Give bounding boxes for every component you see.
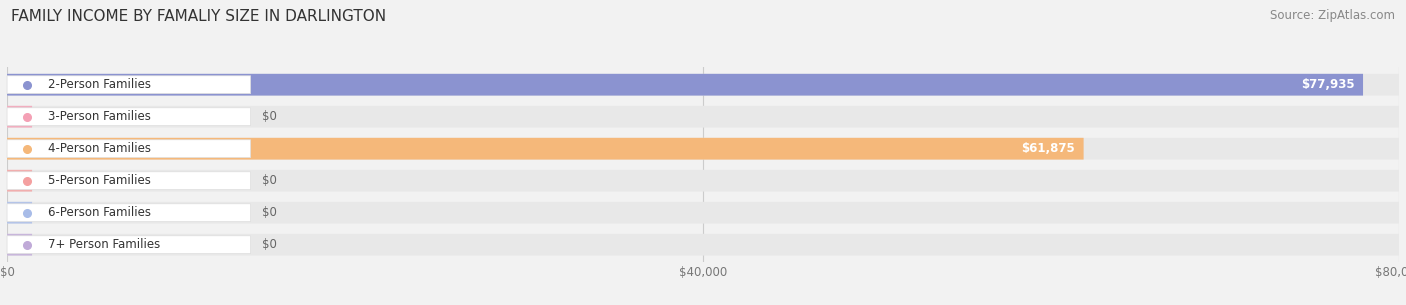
Text: 7+ Person Families: 7+ Person Families [48,238,160,251]
FancyBboxPatch shape [7,74,1399,95]
Text: 5-Person Families: 5-Person Families [48,174,152,187]
FancyBboxPatch shape [7,202,1399,224]
Text: 2-Person Families: 2-Person Families [48,78,152,91]
Text: 3-Person Families: 3-Person Families [48,110,152,123]
FancyBboxPatch shape [7,74,1362,95]
Text: FAMILY INCOME BY FAMALIY SIZE IN DARLINGTON: FAMILY INCOME BY FAMALIY SIZE IN DARLING… [11,9,387,24]
FancyBboxPatch shape [7,138,1084,160]
FancyBboxPatch shape [7,170,32,192]
FancyBboxPatch shape [7,140,250,158]
Text: 4-Person Families: 4-Person Families [48,142,152,155]
FancyBboxPatch shape [7,138,1399,160]
Text: 6-Person Families: 6-Person Families [48,206,152,219]
Text: $0: $0 [262,110,277,123]
Text: Source: ZipAtlas.com: Source: ZipAtlas.com [1270,9,1395,22]
Text: $0: $0 [262,174,277,187]
FancyBboxPatch shape [7,76,250,94]
FancyBboxPatch shape [7,172,250,190]
FancyBboxPatch shape [7,106,1399,127]
FancyBboxPatch shape [7,108,250,126]
FancyBboxPatch shape [7,202,32,224]
Text: $0: $0 [262,238,277,251]
FancyBboxPatch shape [7,170,1399,192]
Text: $61,875: $61,875 [1021,142,1076,155]
FancyBboxPatch shape [7,204,250,222]
FancyBboxPatch shape [7,234,1399,256]
FancyBboxPatch shape [7,234,32,256]
Text: $0: $0 [262,206,277,219]
FancyBboxPatch shape [7,236,250,254]
Text: $77,935: $77,935 [1301,78,1354,91]
FancyBboxPatch shape [7,106,32,127]
